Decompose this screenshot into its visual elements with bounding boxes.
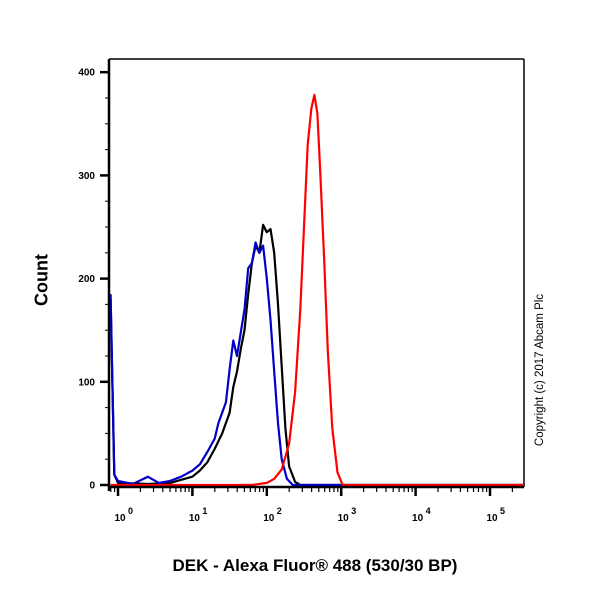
curve-dek-antibody bbox=[110, 93, 524, 487]
x-tick-label: 10 bbox=[189, 513, 201, 524]
copyright-notice: Copyright (c) 2017 Abcam Plc bbox=[534, 293, 546, 447]
curve-unlabelled-control bbox=[109, 223, 524, 487]
y-tick-label: 0 bbox=[89, 481, 95, 492]
x-tick-label: 10 bbox=[338, 513, 350, 524]
x-tick-exponent: 2 bbox=[277, 506, 282, 516]
x-tick-label: 10 bbox=[412, 513, 424, 524]
x-tick-label: 10 bbox=[114, 513, 126, 524]
x-tick-exponent: 1 bbox=[202, 506, 207, 516]
y-tick-label: 200 bbox=[78, 274, 95, 285]
x-tick-label: 10 bbox=[486, 513, 498, 524]
y-tick-label: 100 bbox=[78, 377, 95, 388]
y-tick-label: 300 bbox=[78, 171, 95, 182]
curve-isotype-control bbox=[109, 241, 524, 487]
x-tick-exponent: 4 bbox=[426, 506, 431, 516]
x-tick-exponent: 5 bbox=[500, 506, 505, 516]
x-tick-label: 10 bbox=[263, 513, 275, 524]
x-tick-exponent: 3 bbox=[351, 506, 356, 516]
y-tick-label: 400 bbox=[78, 68, 95, 79]
histogram-curves bbox=[109, 93, 524, 487]
x-axis-label: DEK - Alexa Fluor® 488 (530/30 BP) bbox=[172, 556, 458, 575]
x-tick-exponent: 0 bbox=[128, 506, 133, 516]
y-axis-label: Count bbox=[31, 254, 52, 306]
